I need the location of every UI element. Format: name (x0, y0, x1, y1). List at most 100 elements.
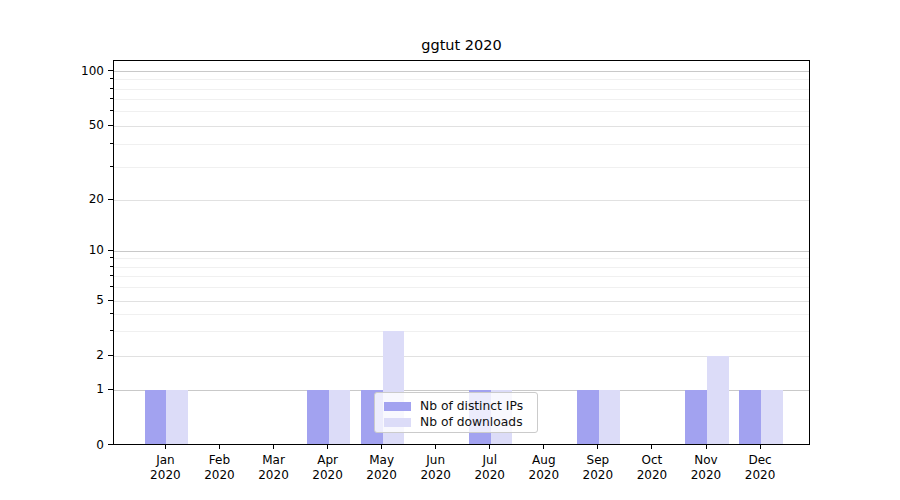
x-tick-label: Dec2020 (732, 453, 788, 482)
x-tick-label-month: Oct (624, 453, 680, 468)
x-tick-label-year: 2020 (354, 468, 410, 483)
bar-downloads (599, 390, 621, 445)
x-tick-label-month: Jul (462, 453, 518, 468)
minor-gridline (114, 99, 809, 100)
x-tick-label-year: 2020 (732, 468, 788, 483)
y-tick-label: 20 (0, 191, 104, 207)
minor-gridline (114, 331, 809, 332)
x-tick-label-month: Sep (570, 453, 626, 468)
gridline (114, 126, 809, 127)
gridline (114, 356, 809, 357)
x-tick-label-year: 2020 (570, 468, 626, 483)
minor-gridline (114, 267, 809, 268)
x-tick-label-year: 2020 (191, 468, 247, 483)
x-tick-label: May2020 (354, 453, 410, 482)
x-tick-label-year: 2020 (678, 468, 734, 483)
y-tick (108, 444, 113, 445)
minor-gridline (114, 144, 809, 145)
y-minor-tick (110, 286, 113, 287)
x-tick-label-year: 2020 (624, 468, 680, 483)
y-tick-label: 1 (0, 381, 104, 397)
y-minor-tick (110, 88, 113, 89)
y-minor-tick (110, 166, 113, 167)
major-gridline (114, 71, 809, 72)
x-tick (706, 445, 707, 449)
y-minor-tick (110, 266, 113, 267)
y-tick-label: 5 (0, 292, 104, 308)
y-minor-tick (110, 143, 113, 144)
y-minor-tick (110, 330, 113, 331)
x-tick-label-year: 2020 (246, 468, 302, 483)
minor-gridline (114, 79, 809, 80)
y-tick-label: 2 (0, 347, 104, 363)
bar-downloads (761, 390, 783, 445)
y-minor-tick (110, 257, 113, 258)
x-tick (543, 445, 544, 449)
y-minor-tick (110, 313, 113, 314)
bar-downloads (707, 356, 729, 445)
bar-distinct-ips (577, 390, 599, 445)
legend-swatch (384, 402, 411, 411)
x-tick-label-year: 2020 (462, 468, 518, 483)
x-tick-label-year: 2020 (408, 468, 464, 483)
chart-title: ggtut 2020 (113, 37, 810, 53)
minor-gridline (114, 111, 809, 112)
x-tick-label: Mar2020 (246, 453, 302, 482)
chart-figure: ggtut 2020 0125102050100Jan2020Feb2020Ma… (0, 0, 900, 500)
bar-downloads (166, 390, 188, 445)
minor-gridline (114, 287, 809, 288)
plot-area (113, 60, 810, 445)
x-tick-label-year: 2020 (300, 468, 356, 483)
y-tick-label: 100 (0, 63, 104, 79)
x-tick-label-year: 2020 (137, 468, 193, 483)
x-tick (381, 445, 382, 449)
y-tick-label: 0 (0, 437, 104, 453)
x-tick (165, 445, 166, 449)
x-tick-label-month: Nov (678, 453, 734, 468)
x-tick-label: Jun2020 (408, 453, 464, 482)
y-tick (108, 250, 113, 251)
x-tick (219, 445, 220, 449)
x-tick-label-month: Jun (408, 453, 464, 468)
x-tick-label-month: Dec (732, 453, 788, 468)
x-tick-label-month: Jan (137, 453, 193, 468)
bar-distinct-ips (739, 390, 761, 445)
x-tick (597, 445, 598, 449)
bar-distinct-ips (307, 390, 329, 445)
y-tick (108, 389, 113, 390)
minor-gridline (114, 276, 809, 277)
x-tick-label-month: Aug (516, 453, 572, 468)
x-tick-label: Sep2020 (570, 453, 626, 482)
bar-distinct-ips (145, 390, 167, 445)
gridline (114, 200, 809, 201)
y-tick (108, 355, 113, 356)
x-tick-label: Jul2020 (462, 453, 518, 482)
x-tick (651, 445, 652, 449)
x-tick (489, 445, 490, 449)
x-tick-label-month: Feb (191, 453, 247, 468)
y-minor-tick (110, 78, 113, 79)
y-minor-tick (110, 275, 113, 276)
y-tick (108, 300, 113, 301)
y-tick (108, 199, 113, 200)
x-tick-label-month: Apr (300, 453, 356, 468)
x-tick-label: Feb2020 (191, 453, 247, 482)
x-tick (273, 445, 274, 449)
x-tick-label-year: 2020 (516, 468, 572, 483)
minor-gridline (114, 258, 809, 259)
x-tick-label: Apr2020 (300, 453, 356, 482)
minor-gridline (114, 167, 809, 168)
x-tick-label: Aug2020 (516, 453, 572, 482)
legend-entry: Nb of distinct IPs (384, 398, 529, 414)
x-tick-label: Nov2020 (678, 453, 734, 482)
x-tick-label: Jan2020 (137, 453, 193, 482)
x-tick (435, 445, 436, 449)
legend-label: Nb of downloads (420, 415, 523, 429)
legend-label: Nb of distinct IPs (420, 399, 523, 413)
y-minor-tick (110, 98, 113, 99)
minor-gridline (114, 89, 809, 90)
x-tick-label-month: May (354, 453, 410, 468)
y-tick-label: 50 (0, 117, 104, 133)
minor-gridline (114, 314, 809, 315)
x-tick-label-month: Mar (246, 453, 302, 468)
